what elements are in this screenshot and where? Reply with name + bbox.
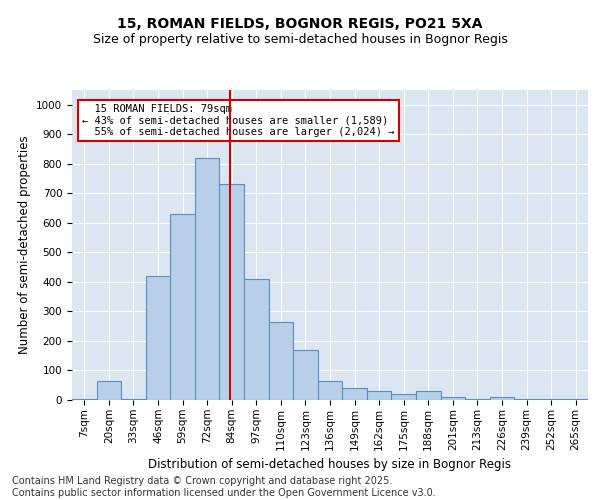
Bar (416, 391, 440, 400)
Bar (121, 398, 146, 400)
Bar (539, 398, 563, 400)
Bar (293, 350, 318, 400)
Bar (465, 398, 490, 400)
Bar (72, 398, 97, 400)
X-axis label: Distribution of semi-detached houses by size in Bognor Regis: Distribution of semi-detached houses by … (149, 458, 511, 471)
Bar (367, 391, 391, 400)
Bar (514, 398, 539, 400)
Text: 15, ROMAN FIELDS, BOGNOR REGIS, PO21 5XA: 15, ROMAN FIELDS, BOGNOR REGIS, PO21 5XA (117, 18, 483, 32)
Bar (391, 394, 416, 400)
Bar (244, 279, 269, 400)
Text: Size of property relative to semi-detached houses in Bognor Regis: Size of property relative to semi-detach… (92, 32, 508, 46)
Bar (440, 397, 465, 400)
Bar (170, 214, 195, 400)
Bar (195, 158, 220, 400)
Bar (490, 397, 514, 400)
Bar (318, 381, 342, 400)
Y-axis label: Number of semi-detached properties: Number of semi-detached properties (17, 136, 31, 354)
Bar (220, 184, 244, 400)
Bar (269, 322, 293, 400)
Text: 15 ROMAN FIELDS: 79sqm
← 43% of semi-detached houses are smaller (1,589)
  55% o: 15 ROMAN FIELDS: 79sqm ← 43% of semi-det… (82, 104, 395, 137)
Bar (97, 381, 121, 400)
Text: Contains HM Land Registry data © Crown copyright and database right 2025.
Contai: Contains HM Land Registry data © Crown c… (12, 476, 436, 498)
Bar (146, 276, 170, 400)
Bar (342, 388, 367, 400)
